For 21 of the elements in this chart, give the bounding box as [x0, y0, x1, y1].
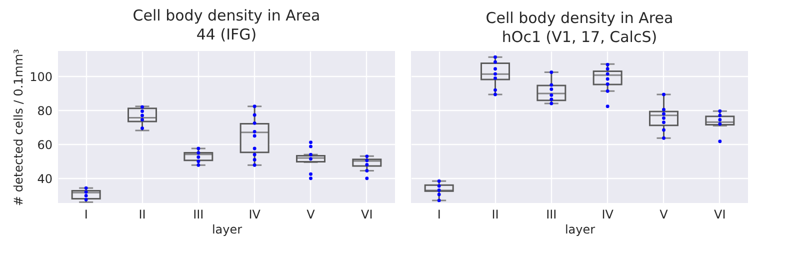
y-tick-label: 80 — [37, 104, 52, 118]
x-tick-label: I — [84, 208, 88, 222]
y-tick-label: 40 — [37, 172, 52, 186]
x-tick-label: VI — [361, 208, 373, 222]
x-axis-title: layer — [564, 222, 596, 236]
x-tick-label: V — [306, 208, 316, 222]
x-axis-title: layer — [212, 222, 242, 236]
chart-title: Cell body density in Area hOc1 (V1, 17, CalcS) — [486, 9, 674, 46]
y-axis-title: # detected cells / 0.1mm³ — [12, 48, 26, 206]
chart-title: Cell body density in Area 44 (IFG) — [132, 6, 320, 44]
x-tick-label: VI — [714, 208, 726, 222]
x-tick-label: III — [193, 208, 204, 222]
y-tick-label: 60 — [37, 138, 52, 152]
x-tick-label: II — [138, 208, 146, 222]
y-tick-label: 100 — [30, 70, 52, 84]
x-tick-label: I — [437, 208, 441, 222]
x-tick-label: V — [660, 208, 669, 222]
x-tick-label: IV — [248, 208, 262, 222]
x-tick-label: II — [492, 208, 499, 222]
x-tick-label: III — [546, 208, 557, 222]
x-tick-label: IV — [602, 208, 614, 222]
